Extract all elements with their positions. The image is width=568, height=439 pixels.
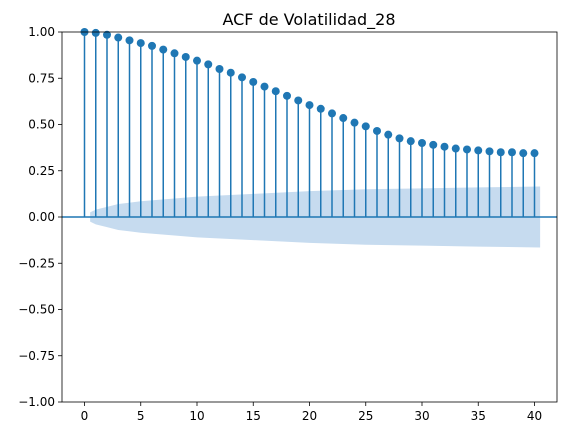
stem-marker: [294, 96, 303, 105]
stem-marker: [226, 68, 235, 77]
y-tick-label: 0.50: [28, 118, 55, 132]
stem-marker: [519, 149, 528, 158]
y-tick-label: 1.00: [28, 25, 55, 39]
stem-marker: [328, 109, 336, 118]
x-tick-label: 35: [471, 409, 486, 423]
stem-marker: [373, 126, 381, 135]
stem-marker: [159, 45, 168, 54]
stem-layer: [80, 28, 539, 217]
stem-marker: [91, 28, 100, 37]
x-tick-label: 0: [81, 409, 89, 423]
stem-marker: [316, 104, 325, 113]
y-tick-label: −0.50: [18, 303, 55, 317]
y-tick-label: −0.25: [18, 256, 55, 270]
stem-marker: [350, 118, 359, 127]
axes-layer: 0 5 10 15 20 25 30 35 40 −1.00 −0.75 −0.50 −0.25 0.00…: [18, 25, 558, 423]
stem-marker: [418, 139, 426, 147]
stem-marker: [136, 39, 145, 48]
stem-marker: [463, 145, 471, 154]
stem-marker: [429, 140, 438, 149]
stem-marker: [181, 52, 190, 61]
stem-marker: [474, 146, 483, 155]
x-tick-label: 10: [189, 409, 204, 423]
stem-marker: [485, 147, 494, 156]
stem-marker: [204, 60, 213, 69]
stem-marker: [395, 134, 404, 143]
stem-marker: [125, 36, 134, 45]
stem-marker: [103, 30, 111, 39]
stem-marker: [406, 137, 415, 146]
x-tick-label: 5: [137, 409, 145, 423]
stem-marker: [508, 148, 516, 157]
x-tick-label: 15: [246, 409, 261, 423]
stem-marker: [260, 82, 269, 91]
chart-title: ACF de Volatilidad_28: [222, 10, 395, 30]
x-tick-label: 25: [358, 409, 373, 423]
y-tick-label: −1.00: [18, 395, 55, 409]
x-tick-label: 40: [527, 409, 542, 423]
stem-marker: [193, 56, 201, 65]
y-tick-label: 0.00: [28, 210, 55, 224]
stem-marker: [170, 49, 179, 58]
y-tick-label: 0.75: [28, 71, 55, 85]
stem-marker: [271, 87, 280, 96]
stem-marker: [451, 144, 460, 153]
stem-marker: [238, 73, 246, 82]
stem-marker: [114, 33, 123, 42]
y-tick-label: 0.25: [28, 164, 55, 178]
stem-marker: [305, 101, 314, 110]
stem-marker: [361, 122, 370, 131]
stem-marker: [215, 65, 224, 73]
stem-marker: [496, 148, 505, 157]
y-tick-label: −0.75: [18, 349, 55, 363]
stem-marker: [339, 114, 348, 123]
stem-marker: [283, 91, 291, 100]
x-tick-label: 30: [414, 409, 429, 423]
stem-marker: [440, 142, 449, 151]
stem-marker: [148, 41, 156, 50]
stem-marker: [384, 130, 393, 139]
stem-marker: [249, 77, 258, 86]
x-tick-label: 20: [302, 409, 317, 423]
stem-marker: [530, 149, 539, 158]
